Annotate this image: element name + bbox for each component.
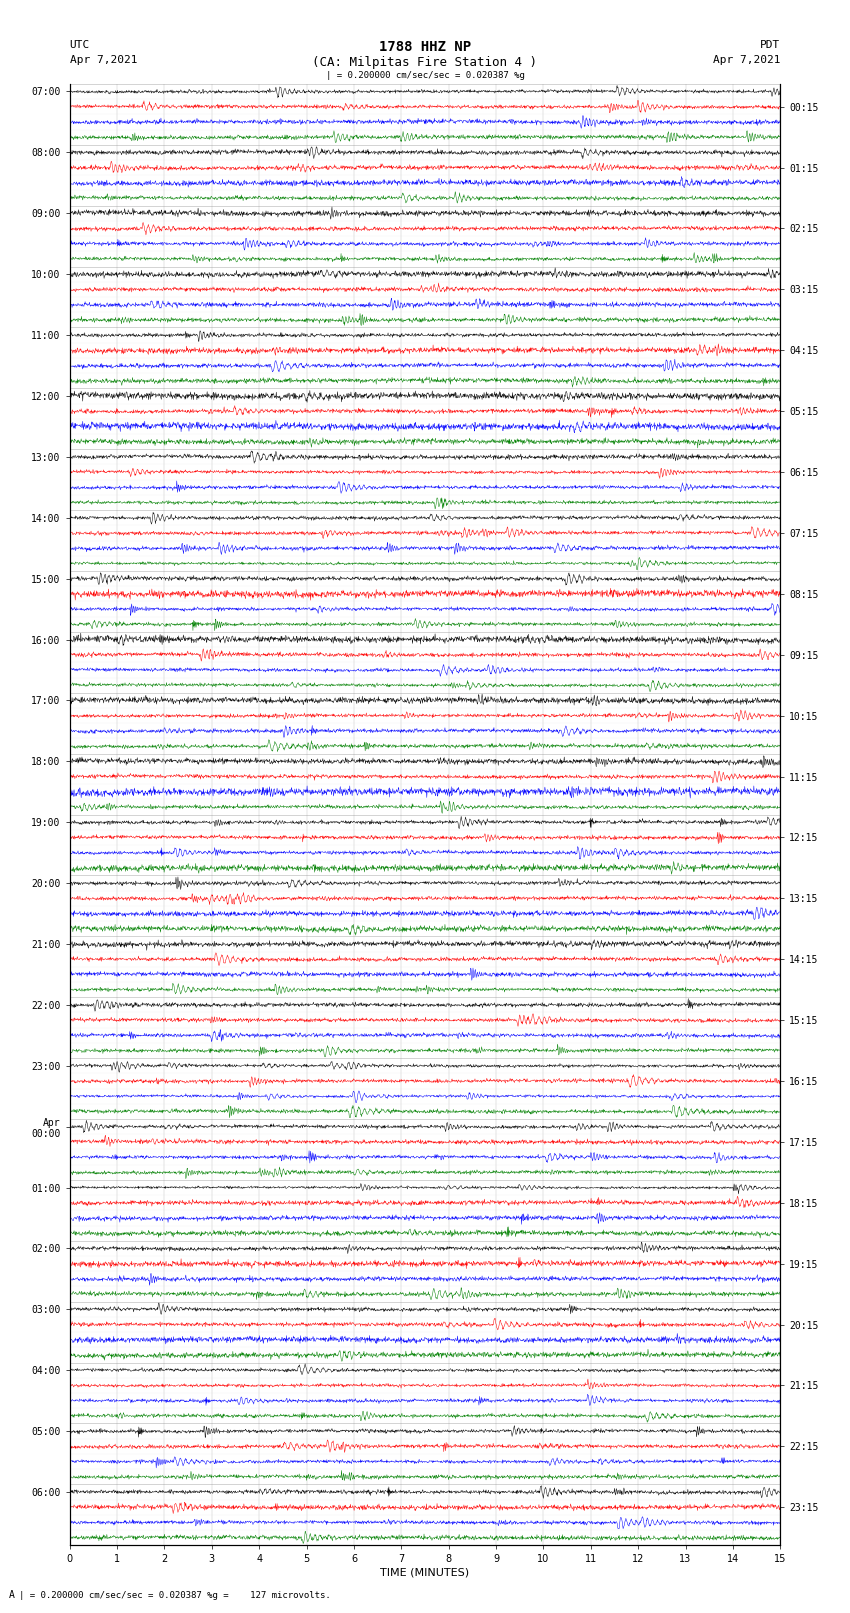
Text: 1788 HHZ NP: 1788 HHZ NP [379, 40, 471, 55]
Text: Apr 7,2021: Apr 7,2021 [713, 55, 780, 65]
X-axis label: TIME (MINUTES): TIME (MINUTES) [381, 1568, 469, 1578]
Text: PDT: PDT [760, 40, 780, 50]
Text: | = 0.200000 cm/sec/sec = 0.020387 %g: | = 0.200000 cm/sec/sec = 0.020387 %g [326, 71, 524, 81]
Text: | = 0.200000 cm/sec/sec = 0.020387 %g =    127 microvolts.: | = 0.200000 cm/sec/sec = 0.020387 %g = … [19, 1590, 331, 1600]
Text: UTC: UTC [70, 40, 90, 50]
Text: (CA: Milpitas Fire Station 4 ): (CA: Milpitas Fire Station 4 ) [313, 56, 537, 69]
Text: Apr 7,2021: Apr 7,2021 [70, 55, 137, 65]
Text: A: A [8, 1590, 14, 1600]
